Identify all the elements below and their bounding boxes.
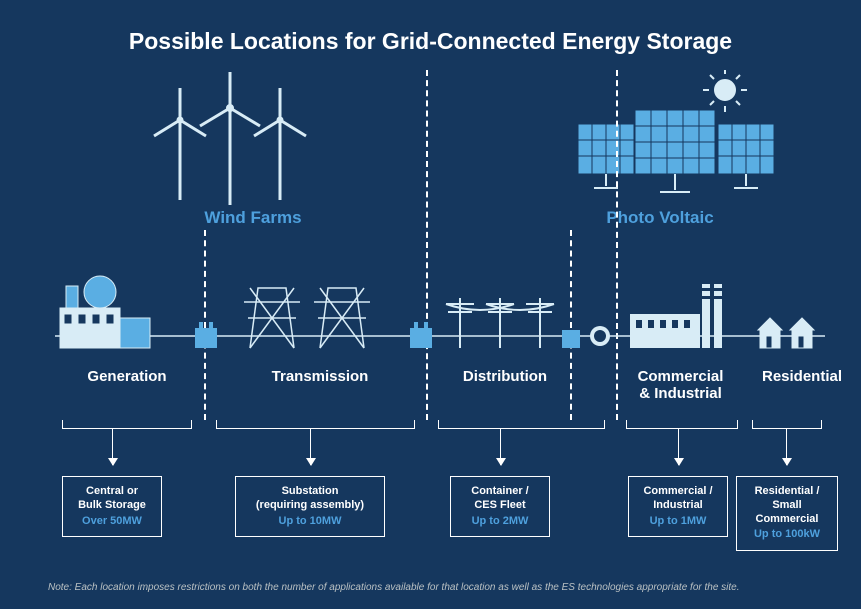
brace bbox=[216, 428, 415, 429]
capacity-box: Central or Bulk Storage Over 50MW bbox=[62, 476, 162, 537]
capacity-box: Container / CES Fleet Up to 2MW bbox=[450, 476, 550, 537]
capacity-box: Substation (requiring assembly) Up to 10M… bbox=[235, 476, 385, 537]
capacity-box-title: Substation (requiring assembly) bbox=[242, 485, 378, 513]
capacity-box-value: Up to 2MW bbox=[457, 515, 543, 529]
stage-label-transmission: Transmission bbox=[235, 368, 405, 385]
wind-turbines-icon bbox=[140, 70, 320, 210]
grid-chain-icon bbox=[0, 248, 861, 388]
stage-label-distribution: Distribution bbox=[445, 368, 565, 385]
capacity-box: Commercial / Industrial Up to 1MW bbox=[628, 476, 728, 537]
capacity-box-title: Residential / Small Commercial bbox=[743, 485, 831, 526]
arrow-down bbox=[112, 428, 113, 465]
arrow-down bbox=[786, 428, 787, 465]
capacity-box-title: Container / CES Fleet bbox=[457, 485, 543, 513]
infographic-canvas: { "type": "infographic", "canvas": { "wi… bbox=[0, 0, 861, 609]
photo-voltaic-label: Photo Voltaic bbox=[580, 208, 740, 228]
brace bbox=[752, 428, 822, 429]
brace bbox=[626, 428, 738, 429]
wind-farms-label: Wind Farms bbox=[183, 208, 323, 228]
capacity-box: Residential / Small Commercial Up to 100k… bbox=[736, 476, 838, 551]
brace bbox=[438, 428, 605, 429]
solar-panels-icon bbox=[560, 70, 780, 210]
stage-label-commercial: Commercial & Industrial bbox=[618, 368, 743, 402]
capacity-box-value: Up to 10MW bbox=[242, 515, 378, 529]
footnote: Note: Each location imposes restrictions… bbox=[48, 582, 740, 593]
capacity-box-title: Commercial / Industrial bbox=[635, 485, 721, 513]
arrow-down bbox=[678, 428, 679, 465]
page-title: Possible Locations for Grid-Connected En… bbox=[0, 28, 861, 55]
brace bbox=[62, 428, 192, 429]
stage-label-generation: Generation bbox=[62, 368, 192, 385]
stage-label-residential: Residential bbox=[752, 368, 852, 385]
capacity-box-value: Up to 100kW bbox=[743, 528, 831, 542]
capacity-box-title: Central or Bulk Storage bbox=[69, 485, 155, 513]
capacity-box-value: Up to 1MW bbox=[635, 515, 721, 529]
arrow-down bbox=[500, 428, 501, 465]
arrow-down bbox=[310, 428, 311, 465]
capacity-box-value: Over 50MW bbox=[69, 515, 155, 529]
